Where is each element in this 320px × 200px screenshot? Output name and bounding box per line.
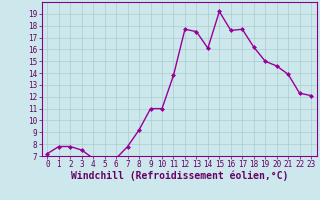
X-axis label: Windchill (Refroidissement éolien,°C): Windchill (Refroidissement éolien,°C) (70, 171, 288, 181)
